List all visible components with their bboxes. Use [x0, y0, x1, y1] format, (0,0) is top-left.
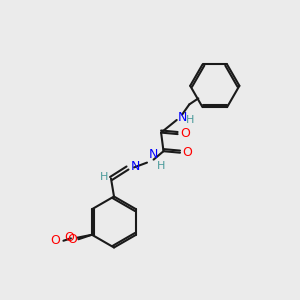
- Text: O: O: [64, 231, 74, 244]
- Text: H: H: [186, 115, 195, 125]
- Text: N: N: [178, 110, 188, 124]
- Text: N: N: [131, 160, 140, 173]
- Text: O: O: [50, 234, 60, 247]
- Text: H: H: [157, 160, 165, 171]
- Text: N: N: [148, 148, 158, 161]
- Text: H: H: [100, 172, 109, 182]
- Text: O: O: [182, 146, 192, 159]
- Text: O: O: [180, 127, 190, 140]
- Text: O: O: [67, 233, 77, 246]
